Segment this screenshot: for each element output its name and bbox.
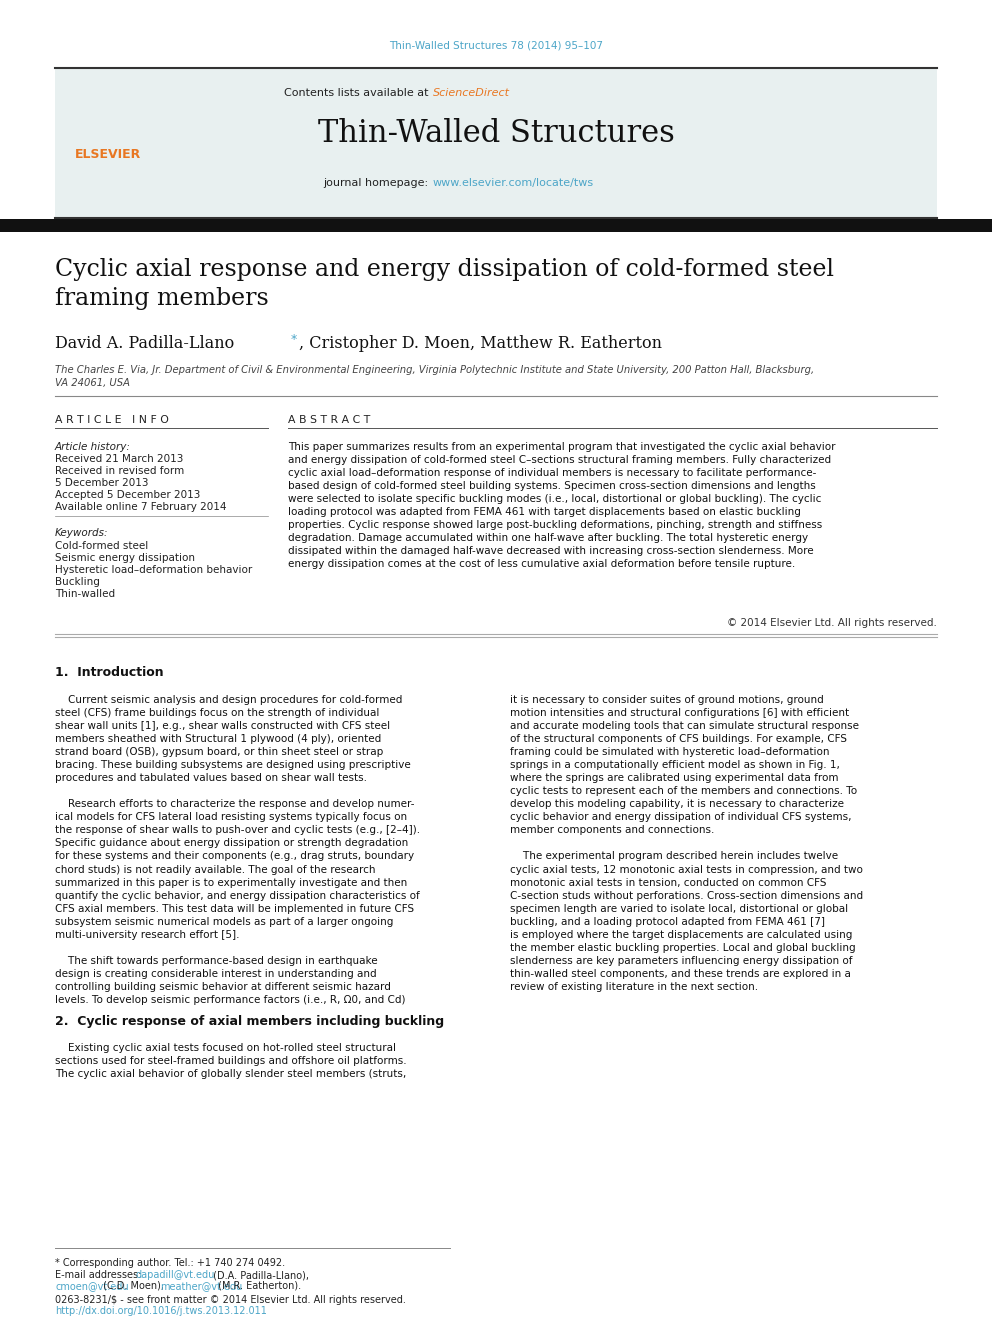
Text: 1.  Introduction: 1. Introduction <box>55 665 164 679</box>
Text: Received 21 March 2013: Received 21 March 2013 <box>55 454 184 464</box>
Text: Hysteretic load–deformation behavior: Hysteretic load–deformation behavior <box>55 565 252 576</box>
Text: Accepted 5 December 2013: Accepted 5 December 2013 <box>55 490 200 500</box>
Text: Existing cyclic axial tests focused on hot-rolled steel structural
sections used: Existing cyclic axial tests focused on h… <box>55 1043 407 1080</box>
Text: 2.  Cyclic response of axial members including buckling: 2. Cyclic response of axial members incl… <box>55 1015 444 1028</box>
Text: © 2014 Elsevier Ltd. All rights reserved.: © 2014 Elsevier Ltd. All rights reserved… <box>727 618 937 628</box>
Text: Article history:: Article history: <box>55 442 131 452</box>
FancyBboxPatch shape <box>0 220 992 232</box>
Text: Thin-Walled Structures: Thin-Walled Structures <box>317 118 675 149</box>
Text: ScienceDirect: ScienceDirect <box>433 89 510 98</box>
Text: E-mail addresses:: E-mail addresses: <box>55 1270 145 1279</box>
Text: * Corresponding author. Tel.: +1 740 274 0492.: * Corresponding author. Tel.: +1 740 274… <box>55 1258 285 1267</box>
Text: (C.D. Moen),: (C.D. Moen), <box>100 1281 167 1291</box>
Text: Contents lists available at: Contents lists available at <box>284 89 432 98</box>
Text: A B S T R A C T: A B S T R A C T <box>288 415 370 425</box>
Text: (D.A. Padilla-Llano),: (D.A. Padilla-Llano), <box>210 1270 309 1279</box>
Text: Seismic energy dissipation: Seismic energy dissipation <box>55 553 195 564</box>
Text: Received in revised form: Received in revised form <box>55 466 185 476</box>
Text: www.elsevier.com/locate/tws: www.elsevier.com/locate/tws <box>433 179 594 188</box>
Text: dapadill@vt.edu: dapadill@vt.edu <box>135 1270 214 1279</box>
Text: journal homepage:: journal homepage: <box>323 179 432 188</box>
Text: http://dx.doi.org/10.1016/j.tws.2013.12.011: http://dx.doi.org/10.1016/j.tws.2013.12.… <box>55 1306 267 1316</box>
Text: meather@vt.edu: meather@vt.edu <box>160 1281 242 1291</box>
Text: it is necessary to consider suites of ground motions, ground
motion intensities : it is necessary to consider suites of gr… <box>510 695 863 992</box>
Text: 5 December 2013: 5 December 2013 <box>55 478 149 488</box>
Text: The Charles E. Via, Jr. Department of Civil & Environmental Engineering, Virgini: The Charles E. Via, Jr. Department of Ci… <box>55 365 814 388</box>
Text: Cyclic axial response and energy dissipation of cold-formed steel
framing member: Cyclic axial response and energy dissipa… <box>55 258 834 311</box>
Text: , Cristopher D. Moen, Matthew R. Eatherton: , Cristopher D. Moen, Matthew R. Eathert… <box>299 335 662 352</box>
Text: Buckling: Buckling <box>55 577 100 587</box>
Text: Thin-Walled Structures 78 (2014) 95–107: Thin-Walled Structures 78 (2014) 95–107 <box>389 40 603 50</box>
Text: Cold-formed steel: Cold-formed steel <box>55 541 148 550</box>
FancyBboxPatch shape <box>55 67 937 218</box>
Text: *: * <box>291 333 298 347</box>
Text: 0263-8231/$ - see front matter © 2014 Elsevier Ltd. All rights reserved.: 0263-8231/$ - see front matter © 2014 El… <box>55 1295 406 1304</box>
Text: David A. Padilla-Llano: David A. Padilla-Llano <box>55 335 239 352</box>
Text: (M.R. Eatherton).: (M.R. Eatherton). <box>215 1281 302 1291</box>
Text: cmoen@vt.edu: cmoen@vt.edu <box>55 1281 129 1291</box>
Text: Thin-walled: Thin-walled <box>55 589 115 599</box>
Text: This paper summarizes results from an experimental program that investigated the: This paper summarizes results from an ex… <box>288 442 835 569</box>
Text: A R T I C L E   I N F O: A R T I C L E I N F O <box>55 415 169 425</box>
Text: Keywords:: Keywords: <box>55 528 108 538</box>
Text: ELSEVIER: ELSEVIER <box>74 148 141 161</box>
Text: Current seismic analysis and design procedures for cold-formed
steel (CFS) frame: Current seismic analysis and design proc… <box>55 695 421 1005</box>
Text: Available online 7 February 2014: Available online 7 February 2014 <box>55 501 226 512</box>
